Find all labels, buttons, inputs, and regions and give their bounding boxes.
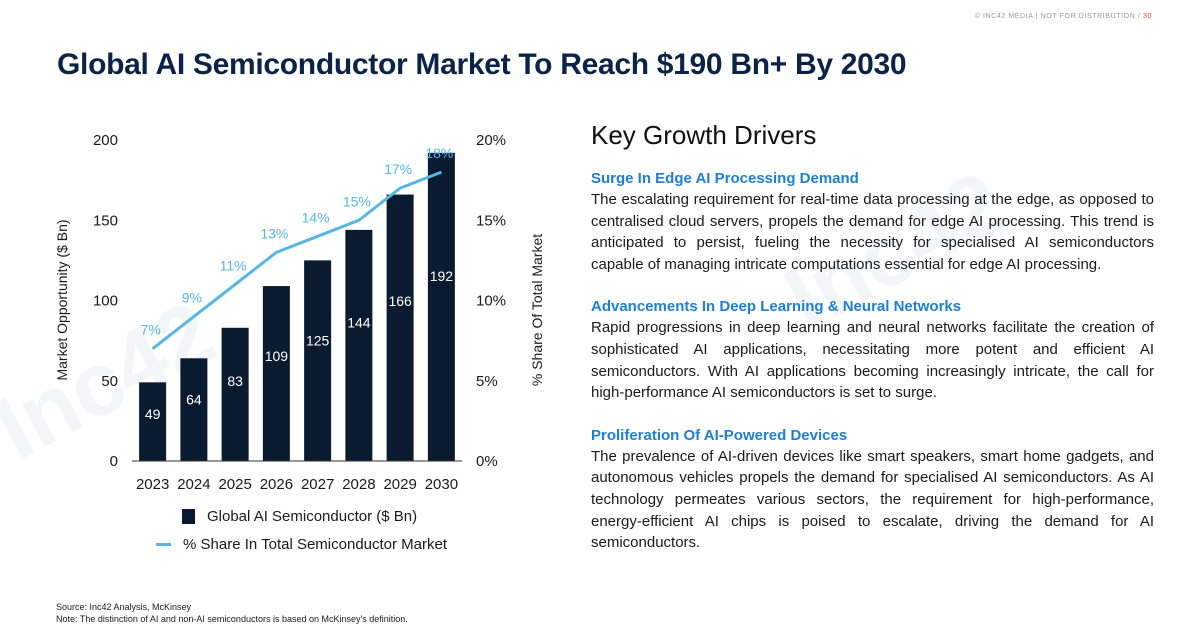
top-bar: © INC42 MEDIA | NOT FOR DISTRIBUTION / 3… (975, 13, 1152, 20)
growth-drivers-panel: Key Growth Drivers Surge In Edge AI Proc… (591, 120, 1154, 576)
market-chart: 0 50 100 150 200 0% 5% 10% 15% 20% Market Opportun… (54, 132, 545, 493)
legend-line-swatch (156, 543, 171, 546)
footer-source: Source: Inc42 Analysis, McKinsey (56, 602, 192, 612)
x-tick-label: 2025 (218, 476, 251, 493)
driver-text: The escalating requirement for real-time… (591, 191, 1154, 273)
bar-data-label: 64 (186, 391, 202, 407)
bar (180, 358, 208, 461)
bar-data-label: 109 (265, 348, 289, 364)
driver-title: Surge In Edge AI Processing Demand (591, 170, 859, 187)
bar (427, 152, 455, 461)
bar-data-label: 144 (347, 314, 371, 330)
bar-data-label: 83 (227, 373, 243, 389)
y2-tick-label: 10% (476, 293, 506, 310)
y2-tick-label: 20% (476, 132, 506, 149)
x-tick-label: 2024 (177, 476, 210, 493)
bar-data-label: 49 (145, 406, 161, 422)
bar (262, 286, 290, 461)
bar (139, 382, 167, 461)
driver-item: Surge In Edge AI Processing Demand The e… (591, 169, 1154, 275)
legend-line-label: % Share In Total Semiconductor Market (183, 536, 448, 553)
x-tick-label: 2030 (425, 476, 458, 493)
bar (345, 229, 373, 461)
bar (304, 260, 332, 461)
footer-note: Note: The distinction of AI and non-AI s… (56, 614, 408, 624)
line-data-label: 13% (260, 225, 288, 241)
line-data-label: 18% (425, 145, 453, 161)
y2-tick-label: 15% (476, 212, 506, 229)
y2-tick-label: 0% (476, 453, 498, 470)
y-tick-label: 150 (93, 212, 118, 229)
bar-data-label: 125 (306, 333, 330, 349)
y-tick-label: 200 (93, 132, 118, 149)
share-line (151, 170, 442, 350)
drivers-heading: Key Growth Drivers (591, 120, 817, 150)
legend-bar-swatch (182, 509, 195, 524)
y-axis-title: Market Opportunity ($ Bn) (54, 219, 70, 380)
y-tick-label: 0 (110, 453, 118, 470)
x-tick-label: 2029 (383, 476, 416, 493)
driver-title: Advancements In Deep Learning & Neural N… (591, 298, 962, 316)
y2-axis-title: % Share Of Total Market (529, 234, 545, 386)
x-tick-label: 2028 (342, 476, 375, 493)
driver-item: Proliferation Of AI-Powered Devices The … (591, 426, 1154, 554)
line-data-label: 15% (343, 193, 371, 209)
bar (221, 327, 249, 461)
x-tick-label: 2027 (301, 476, 334, 493)
bar-data-label: 166 (388, 293, 412, 309)
line-data-label: 9% (182, 290, 202, 306)
footer: Source: Inc42 Analysis, McKinsey Note: T… (56, 601, 408, 625)
x-tick-label: 2023 (136, 476, 169, 493)
driver-title: Proliferation Of AI-Powered Devices (591, 426, 848, 444)
bar-data-label: 192 (430, 268, 454, 284)
y-tick-label: 50 (101, 373, 118, 390)
line-data-label: 7% (141, 322, 161, 338)
line-data-label: 14% (302, 209, 330, 225)
page-number: 30 (1143, 13, 1152, 20)
distribution-notice: © INC42 MEDIA | NOT FOR DISTRIBUTION / (974, 13, 1141, 20)
driver-text: The prevalence of AI-driven devices like… (591, 447, 1154, 552)
line-data-label: 11% (220, 257, 247, 273)
driver-item: Advancements In Deep Learning & Neural N… (591, 297, 1154, 403)
y-tick-label: 100 (93, 293, 118, 310)
page-title: Global AI Semiconductor Market To Reach … (57, 48, 907, 81)
driver-text: Rapid progressions in deep learning and … (591, 319, 1154, 402)
legend-item-bar: Global AI Semiconductor ($ Bn) (182, 508, 417, 525)
bar (386, 194, 414, 461)
x-tick-label: 2026 (260, 476, 293, 493)
legend-bar-label: Global AI Semiconductor ($ Bn) (207, 508, 418, 525)
y2-tick-label: 5% (476, 373, 498, 390)
legend-item-line: % Share In Total Semiconductor Market (156, 536, 447, 553)
line-data-label: 17% (384, 161, 412, 177)
